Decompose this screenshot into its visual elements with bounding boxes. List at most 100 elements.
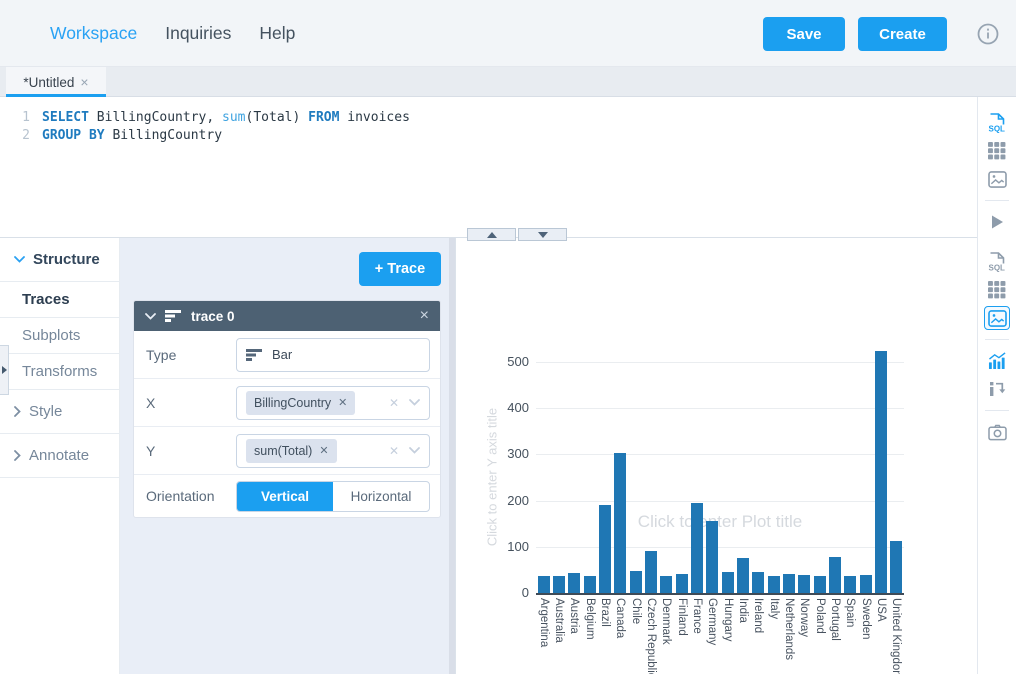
split-down-button[interactable] [518,228,567,241]
triangle-up-icon [486,231,497,238]
sql-editor[interactable]: 1 SELECT BillingCountry, sum(Total) FROM … [0,97,1016,238]
info-icon[interactable] [977,23,999,45]
x-tick-label: Portugal [829,598,841,641]
chart-toolbar: SQL [977,238,1016,674]
orientation-row: Orientation Vertical Horizontal [134,475,440,517]
chart-bar [629,571,642,593]
tab-bar: *Untitled × [0,67,1016,98]
y-axis-title-placeholder[interactable]: Click to enter Y axis title [484,407,500,547]
nav-links: Workspace Inquiries Help [50,0,295,67]
nav-link-help[interactable]: Help [259,23,296,43]
chevron-down-icon[interactable] [409,447,420,454]
orientation-vertical-button[interactable]: Vertical [237,481,333,511]
x-tick-label: Czech Republic [645,598,657,674]
table-grid-icon[interactable] [984,278,1010,302]
sidebar-section-annotate[interactable]: Annotate [0,434,119,478]
x-column-select[interactable]: BillingCountry ✕ ✕ [236,385,430,420]
clear-selection-icon[interactable]: ✕ [388,443,399,458]
x-tick-label: Chile [629,598,642,625]
chevron-right-icon [14,450,21,461]
chart-canvas[interactable]: Click to enter Plot title Click to enter… [455,238,977,674]
pivot-icon[interactable] [984,377,1010,401]
x-tick-label: Denmark [660,598,673,645]
gridline [536,500,904,502]
x-tick-label: Australia [553,598,565,643]
y-tick-label: 400 [507,400,529,416]
svg-text:SQL: SQL [989,125,1006,134]
x-axis-line [536,593,904,595]
chart-image-icon[interactable] [984,306,1010,330]
trace-close-icon[interactable]: × [419,307,429,324]
sidebar-section-style[interactable]: Style [0,390,119,434]
bar-type-icon [246,348,263,361]
table-grid-icon[interactable] [984,139,1010,163]
nav-link-workspace[interactable]: Workspace [50,23,138,43]
x-tick-label: Italy [767,598,780,620]
x-tick-label: France [691,598,703,634]
chevron-down-icon[interactable] [145,312,156,320]
editor-toolbar: SQL [977,97,1016,238]
chart-bar [813,576,826,593]
x-tick-label: Finland [675,598,688,636]
y-column-select[interactable]: sum(Total) ✕ ✕ [236,433,430,468]
chart-image-icon[interactable] [984,167,1010,191]
gridline [536,454,904,456]
chart-bar [675,574,688,593]
camera-icon[interactable] [984,420,1010,444]
x-tick-label: Belgium [583,598,596,640]
type-select[interactable]: Bar [236,337,430,372]
clear-selection-icon[interactable]: ✕ [388,395,399,410]
x-tick-label: Ireland [752,598,765,634]
orientation-horizontal-button[interactable]: Horizontal [350,488,412,504]
chip-remove-icon[interactable]: ✕ [319,445,329,457]
sql-file-icon[interactable]: SQL [984,250,1010,274]
chevron-down-icon[interactable] [409,399,420,406]
toolbar-divider [985,200,1009,201]
sidebar-section-structure[interactable]: Structure [0,238,119,282]
plot-title-placeholder[interactable]: Click to enter Plot title [637,512,803,531]
chart-bar [798,575,811,593]
chart-bar [614,453,627,593]
tab-untitled[interactable]: *Untitled × [6,67,106,98]
sidebar-section-label: Annotate [29,447,90,464]
chip-remove-icon[interactable]: ✕ [338,397,348,409]
toolbar-divider [985,339,1009,340]
trace-card-header[interactable]: trace 0 × [134,301,440,331]
split-up-button[interactable] [467,228,516,241]
x-label: X [146,394,156,411]
x-tick-label: United Kingdom [890,598,903,674]
orientation-label: Orientation [146,488,215,504]
sidebar-item-traces[interactable]: Traces [0,282,119,318]
create-button[interactable]: Create [858,17,947,51]
x-tick-label: Argentina [537,598,550,648]
y-row: Y sum(Total) ✕ ✕ [134,427,440,475]
x-tick-label: USA [875,598,887,622]
run-play-icon[interactable] [984,210,1010,234]
add-trace-button[interactable]: + Trace [359,252,441,286]
code-line: GROUP BY BillingCountry [42,128,223,143]
chevron-right-icon [14,406,21,417]
sidebar-item-transforms[interactable]: Transforms [0,354,119,390]
tab-close-icon[interactable]: × [80,74,89,90]
x-tick-label: Canada [614,598,627,639]
chip-label: BillingCountry [254,395,332,410]
sidebar-collapse-handle[interactable] [0,345,9,395]
active-tab-indicator [6,94,106,98]
bar-chart-icon[interactable] [984,349,1010,373]
panel-scrollbar[interactable] [449,238,455,674]
triangle-down-icon [537,231,548,238]
sidebar-item-subplots[interactable]: Subplots [0,318,119,354]
sql-file-icon[interactable]: SQL [984,111,1010,135]
save-button[interactable]: Save [763,17,845,51]
chart-bar [660,576,673,593]
chart-bar [721,572,734,593]
x-tick-label: India [737,598,749,623]
y-column-chip[interactable]: sum(Total) ✕ [246,438,337,463]
x-column-chip[interactable]: BillingCountry ✕ [246,390,356,415]
y-label: Y [146,442,156,459]
y-tick-label: 0 [521,585,529,600]
nav-link-inquiries[interactable]: Inquiries [165,23,232,43]
toolbar-divider [985,410,1009,411]
x-tick-label: Brazil [599,598,611,627]
